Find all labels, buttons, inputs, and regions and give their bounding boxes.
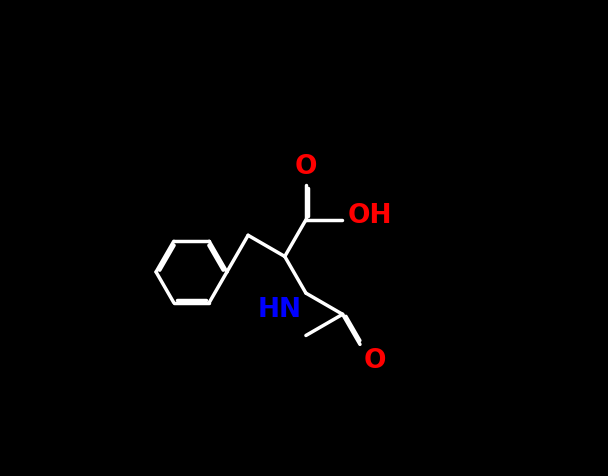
Text: OH: OH: [348, 203, 393, 229]
Text: O: O: [295, 154, 317, 180]
Text: HN: HN: [258, 297, 302, 323]
Text: O: O: [364, 348, 386, 374]
